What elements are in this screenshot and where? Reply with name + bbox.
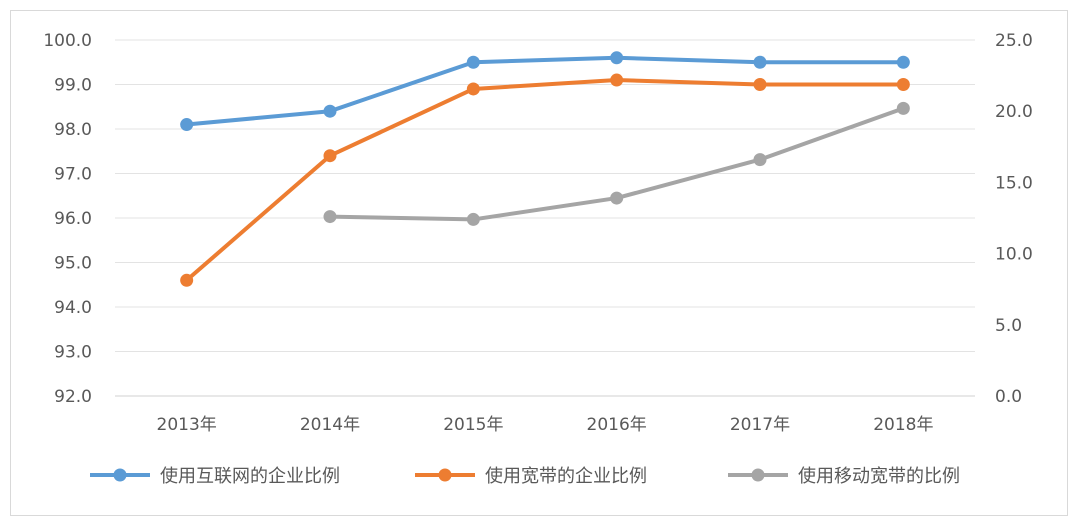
x-tick-label: 2015年: [443, 415, 503, 435]
y-left-tick-label: 98.0: [54, 120, 92, 140]
x-tick-label: 2017年: [730, 415, 790, 435]
data-point: [466, 55, 480, 69]
data-point: [323, 210, 337, 224]
data-point: [753, 153, 767, 167]
y-left-tick-label: 92.0: [54, 387, 92, 407]
y-left-tick-label: 93.0: [54, 343, 92, 363]
data-point: [180, 118, 194, 132]
data-point: [610, 191, 624, 205]
data-point: [323, 149, 337, 163]
legend-label: 使用宽带的企业比例: [485, 466, 647, 487]
legend-marker: [751, 468, 765, 482]
y-right-tick-label: 5.0: [995, 316, 1022, 336]
data-point: [753, 78, 767, 91]
y-left-tick-label: 96.0: [54, 209, 92, 229]
data-point: [466, 82, 480, 96]
legend-label: 使用移动宽带的比例: [798, 466, 960, 487]
data-point: [896, 55, 910, 69]
data-point: [466, 212, 480, 226]
y-left-tick-label: 95.0: [54, 254, 92, 274]
data-point: [610, 73, 624, 87]
y-left-tick-label: 99.0: [54, 76, 92, 96]
data-point: [180, 273, 194, 287]
data-point: [753, 55, 767, 69]
legend-label: 使用互联网的企业比例: [160, 466, 340, 487]
x-tick-label: 2014年: [300, 415, 360, 435]
series-line-2: [185, 78, 904, 282]
y-right-tick-label: 15.0: [995, 173, 1033, 193]
data-point: [323, 104, 337, 118]
data-point: [610, 51, 624, 65]
y-left-tick-label: 100.0: [43, 31, 92, 51]
y-right-tick-label: 20.0: [995, 102, 1033, 122]
y-left-tick-label: 97.0: [54, 165, 92, 185]
x-tick-label: 2016年: [587, 415, 647, 435]
data-point: [896, 101, 910, 115]
legend-marker: [113, 468, 127, 482]
x-tick-label: 2013年: [157, 415, 217, 435]
y-right-tick-label: 0.0: [995, 387, 1022, 407]
y-right-tick-label: 25.0: [995, 31, 1033, 51]
legend-marker: [438, 468, 452, 482]
x-tick-label: 2018年: [873, 415, 933, 435]
y-left-tick-label: 94.0: [54, 298, 92, 318]
series-line-1: [186, 55, 904, 127]
data-point: [896, 78, 910, 91]
y-right-tick-label: 10.0: [995, 245, 1033, 265]
